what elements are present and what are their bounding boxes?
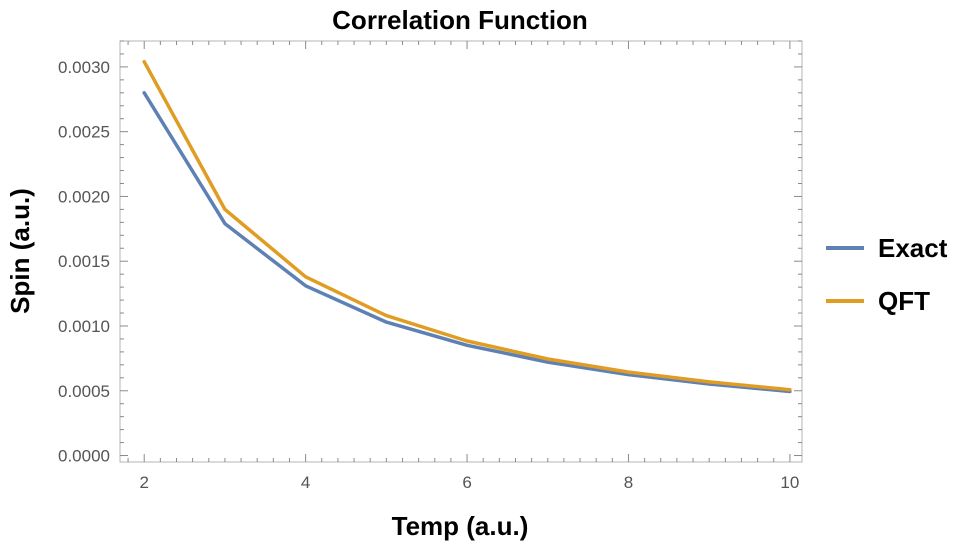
plot-frame [119, 40, 803, 463]
ticks [120, 40, 802, 462]
y-tick-label: 0.0020 [58, 187, 110, 206]
series-line-qft [142, 59, 792, 392]
tick-labels: 2 4 6 8 10 0.0000 0.0005 0.0010 0.0015 0.0020 0.00… [58, 58, 799, 492]
y-tick-label: 0.0000 [58, 447, 110, 466]
x-tick-label: 8 [624, 473, 633, 492]
y-tick-label: 0.0010 [58, 317, 110, 336]
x-tick-label: 2 [139, 473, 148, 492]
x-tick-label: 6 [462, 473, 471, 492]
legend-label-exact: Exact [878, 233, 948, 263]
y-tick-label: 0.0030 [58, 58, 110, 77]
x-tick-label: 4 [301, 473, 310, 492]
y-tick-label: 0.0005 [58, 382, 110, 401]
x-axis-title: Temp (a.u.) [392, 511, 529, 541]
series-lines [142, 59, 792, 394]
series-line-exact [142, 91, 792, 394]
y-tick-label: 0.0015 [58, 252, 110, 271]
legend: Exact QFT [826, 233, 948, 316]
x-tick-label: 10 [780, 473, 799, 492]
legend-label-qft: QFT [878, 286, 930, 316]
chart-title: Correlation Function [332, 5, 588, 35]
y-tick-label: 0.0025 [58, 123, 110, 142]
y-axis-title: Spin (a.u.) [5, 188, 35, 314]
